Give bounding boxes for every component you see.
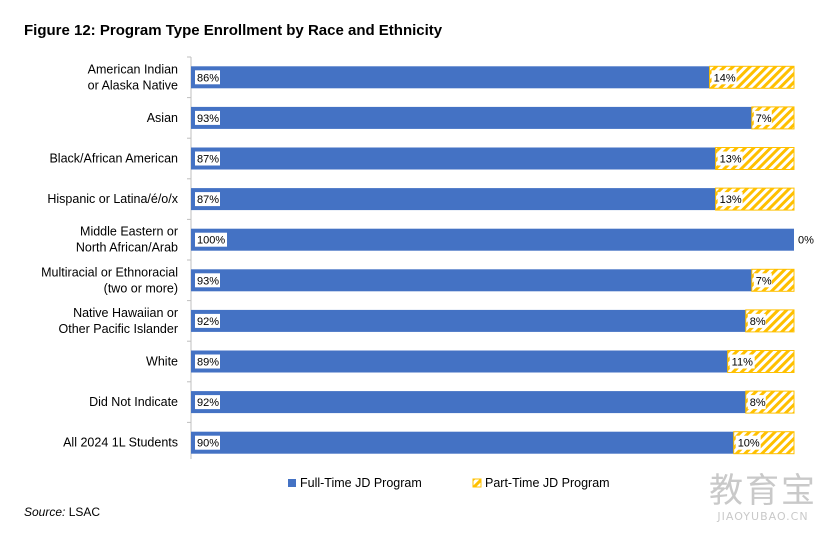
source-text: LSAC: [65, 505, 101, 519]
part-time-data-label: 7%: [756, 113, 772, 125]
category-label: Black/African American: [49, 152, 178, 166]
full-time-data-label: 89%: [197, 357, 219, 369]
part-time-data-label: 7%: [756, 275, 772, 287]
legend-swatch-full-time: [288, 479, 296, 487]
full-time-data-label: 93%: [197, 275, 219, 287]
part-time-data-label: 0%: [798, 235, 814, 247]
part-time-data-label-box: [735, 435, 761, 450]
full-time-data-label: 93%: [197, 113, 219, 125]
full-time-data-label-box: [195, 313, 220, 328]
full-time-data-label: 86%: [197, 72, 219, 84]
source-note: Source: LSAC: [24, 505, 100, 519]
full-time-bar: [191, 269, 752, 292]
full-time-data-label-box: [195, 192, 220, 207]
part-time-data-label: 8%: [750, 397, 766, 409]
full-time-data-label-box: [195, 273, 220, 288]
watermark: 教育宝 JIAOYUBAO.CN: [709, 472, 817, 523]
chart-title: Figure 12: Program Type Enrollment by Ra…: [24, 22, 443, 39]
full-time-bar: [191, 431, 734, 454]
part-time-data-label: 8%: [750, 316, 766, 328]
part-time-data-label-box: [717, 192, 743, 207]
part-time-data-label: 11%: [732, 357, 753, 369]
watermark-text: 教育宝: [709, 471, 817, 511]
full-time-data-label-box: [195, 395, 220, 410]
part-time-data-label-box: [747, 313, 766, 328]
part-time-data-label-box: [717, 151, 743, 166]
full-time-bar: [191, 309, 746, 332]
full-time-bar: [191, 106, 752, 129]
full-time-bar: [191, 391, 746, 414]
part-time-data-label-box: [796, 232, 814, 247]
full-time-bar: [191, 350, 728, 373]
full-time-data-label-box: [195, 151, 220, 166]
category-label: Asian: [147, 111, 178, 125]
part-time-data-label-box: [747, 395, 766, 410]
category-label: Did Not Indicate: [89, 395, 178, 409]
full-time-data-label: 87%: [197, 194, 219, 206]
watermark-url: JIAOYUBAO.CN: [717, 510, 809, 523]
full-time-data-label: 92%: [197, 397, 219, 409]
part-time-data-label-box: [753, 273, 772, 288]
full-time-bar: [191, 228, 794, 251]
full-time-data-label: 87%: [197, 154, 219, 166]
category-label: White: [146, 355, 178, 369]
full-time-bar: [191, 147, 716, 170]
full-time-data-label: 100%: [197, 235, 225, 247]
full-time-data-label-box: [195, 232, 227, 247]
full-time-data-label-box: [195, 70, 220, 85]
category-label: Middle Eastern or North African/Arab: [76, 225, 178, 255]
category-label: American Indian or Alaska Native: [88, 62, 178, 92]
part-time-data-label: 10%: [738, 438, 760, 450]
legend-label-part-time: Part-Time JD Program: [485, 476, 610, 490]
category-label: Native Hawaiian or Other Pacific Islander: [59, 306, 179, 336]
full-time-data-label-box: [195, 435, 220, 450]
category-label: Hispanic or Latina/é/o/x: [47, 192, 178, 206]
legend-swatch-part-time: [472, 478, 482, 488]
part-time-data-label-box: [729, 354, 755, 369]
full-time-data-label-box: [195, 354, 220, 369]
legend-label-full-time: Full-Time JD Program: [300, 476, 422, 490]
full-time-bar: [191, 66, 710, 89]
part-time-data-label: 13%: [720, 154, 742, 166]
source-label: Source:: [24, 505, 66, 519]
part-time-data-label-box: [753, 110, 772, 125]
part-time-data-label: 13%: [720, 194, 742, 206]
category-label: Multiracial or Ethnoracial (two or more): [41, 265, 178, 295]
category-label: All 2024 1L Students: [63, 436, 178, 450]
full-time-data-label: 90%: [197, 438, 219, 450]
full-time-data-label: 92%: [197, 316, 219, 328]
part-time-data-label: 14%: [714, 72, 736, 84]
part-time-data-label-box: [711, 70, 737, 85]
full-time-data-label-box: [195, 110, 220, 125]
full-time-bar: [191, 188, 716, 211]
